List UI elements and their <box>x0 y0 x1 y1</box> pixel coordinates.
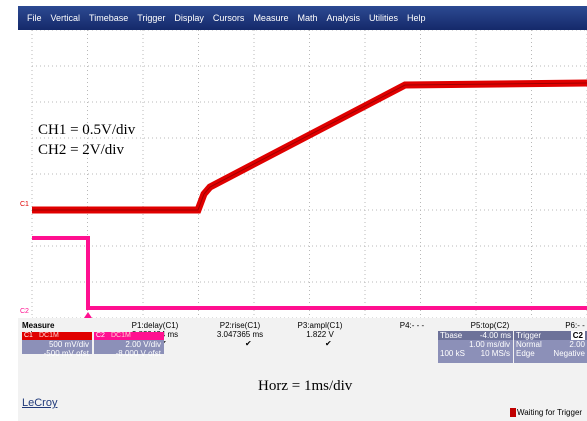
channel-header: C1 DC1M <box>22 332 92 340</box>
trigger-box: Trigger C2 Normal 2.00 Edge Negative <box>514 331 587 363</box>
measure-value: 3.047365 ms <box>216 330 264 339</box>
channel-name: C1 <box>24 332 33 339</box>
label: Tbase <box>440 331 463 340</box>
measure-name: P1:delay(C1) <box>131 321 179 330</box>
measure-value: 1.822 V <box>306 330 334 339</box>
menu-item[interactable]: Utilities <box>368 13 398 23</box>
menu-bar: File Vertical Timebase Trigger Display Cursor… <box>18 6 587 30</box>
measure-name: P4:- - - <box>399 321 425 330</box>
measure-name: P5:top(C2) <box>470 321 510 330</box>
status: Waiting for Trigger <box>510 408 582 417</box>
c1-marker: C1 <box>20 201 29 208</box>
menu-item[interactable]: Cursors <box>212 13 245 23</box>
channel-box: C2 DC1M 2.00 V/div -8.000 V ofst <box>94 332 164 358</box>
value: 100 kS <box>440 349 465 358</box>
trigger-marker <box>84 312 92 318</box>
scope-screen: C1 C2 <box>18 30 587 318</box>
menu-item[interactable]: File <box>27 13 42 23</box>
value: -4.00 ms <box>479 331 511 340</box>
value: 2.00 <box>569 340 585 349</box>
channel-coupling: DC1M <box>38 332 59 339</box>
channel-scale: 500 mV/div <box>48 340 89 349</box>
measure-name: P2:rise(C1) <box>219 321 261 330</box>
ch2-trace <box>32 236 587 310</box>
menu-item[interactable]: Display <box>174 13 204 23</box>
channel-box: C1 DC1M 500 mV/div -500 mV ofst <box>22 332 92 358</box>
value: Edge <box>516 349 535 358</box>
label: Trigger <box>516 331 542 340</box>
menu-item[interactable]: Measure <box>253 13 289 23</box>
value: Negative <box>553 349 585 358</box>
c2-marker: C2 <box>20 308 29 315</box>
value: Normal <box>516 340 542 349</box>
channel-offset: -500 mV ofst <box>43 349 89 358</box>
measure-title: Measure <box>22 321 55 330</box>
channel-offset: -8.000 V ofst <box>115 349 161 358</box>
channel-scale: 2.00 V/div <box>125 340 161 349</box>
brand: LeCroy <box>22 397 58 409</box>
value: 1.00 ms/div <box>469 340 510 349</box>
menu-item[interactable]: Analysis <box>326 13 360 23</box>
menu-item[interactable]: Math <box>297 13 318 23</box>
timebase-box: Tbase -4.00 ms 1.00 ms/div 100 kS 10 MS/s <box>438 331 513 363</box>
menu-item[interactable]: Help <box>407 13 426 23</box>
ch1-trace-core <box>32 82 587 211</box>
annotation: CH2 = 2V/div <box>38 142 124 158</box>
value: C2 <box>570 331 585 340</box>
menu-item[interactable]: Timebase <box>89 13 129 23</box>
channel-coupling: DC1M <box>110 332 131 339</box>
menu-item[interactable]: Vertical <box>50 13 81 23</box>
annotation: Horz = 1ms/div <box>258 378 353 394</box>
channel-name: C2 <box>96 332 105 339</box>
value: 10 MS/s <box>480 349 510 358</box>
annotation: CH1 = 0.5V/div <box>38 122 136 138</box>
menu-item[interactable]: Trigger <box>137 13 166 23</box>
screen-bg <box>18 30 587 318</box>
measure-status: ✔ <box>325 339 332 348</box>
channel-header: C2 DC1M <box>94 332 164 340</box>
measure-name: P3:ampl(C1) <box>297 321 343 330</box>
measure-name: P6:- - <box>565 321 585 330</box>
measure-status: ✔ <box>245 339 252 348</box>
